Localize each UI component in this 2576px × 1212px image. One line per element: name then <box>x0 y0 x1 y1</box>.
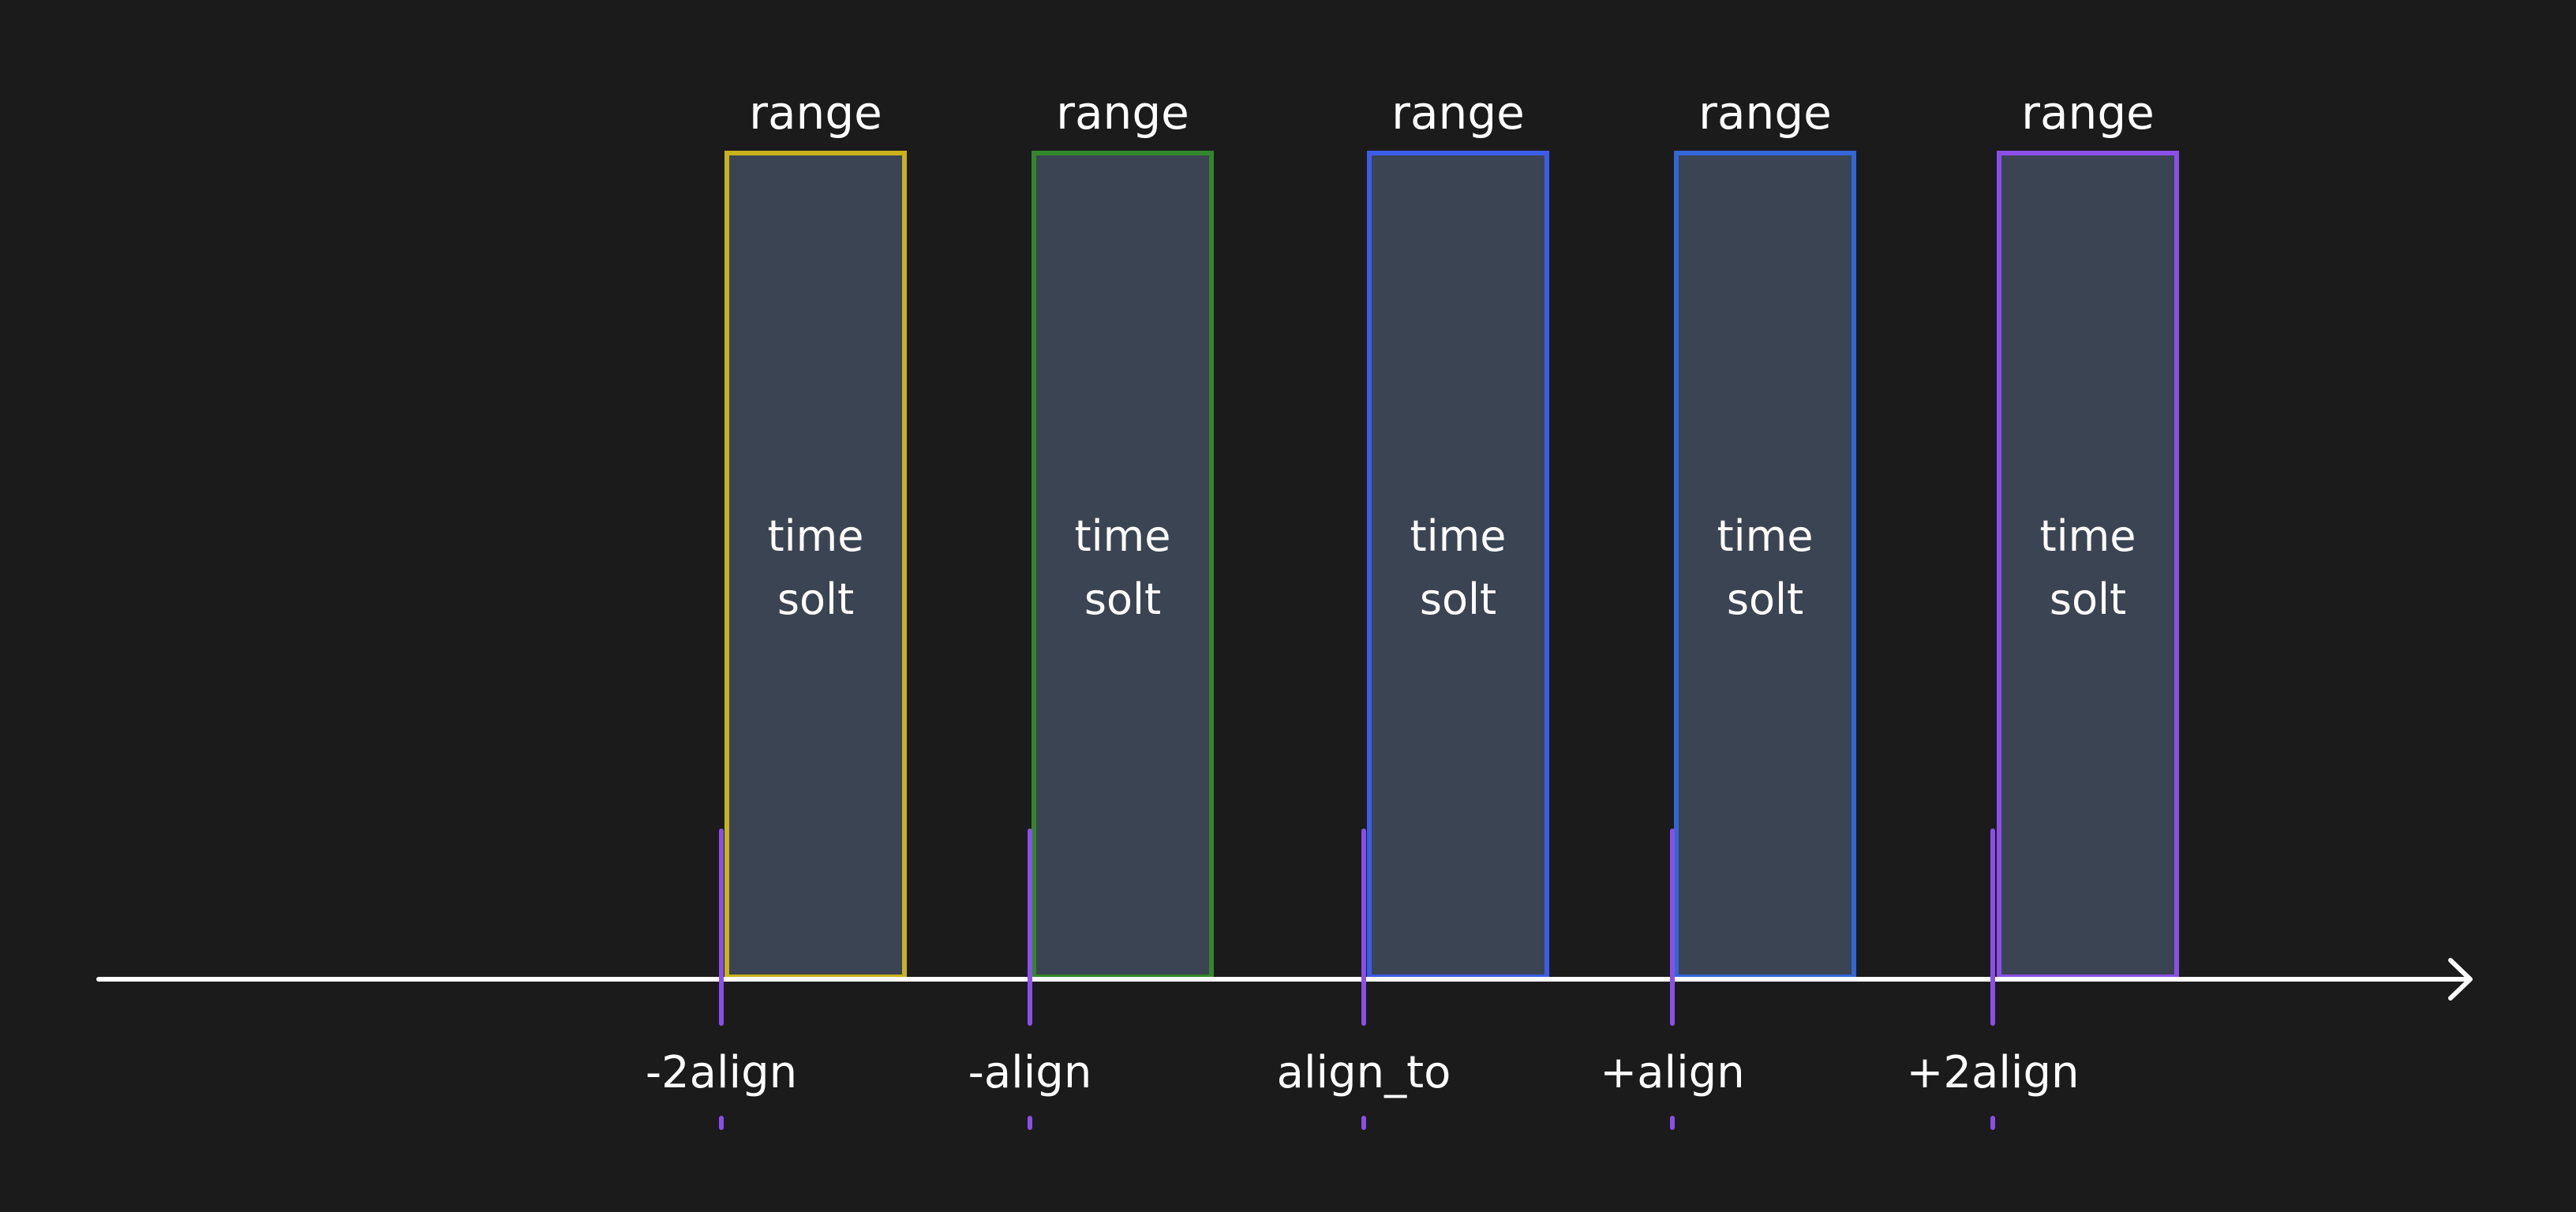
axis-arrowhead-icon <box>2448 958 2473 1001</box>
time-slot-label: time <box>1074 511 1170 561</box>
align-label: +2align <box>1906 1047 2079 1098</box>
time-slot-label: solt <box>777 574 854 624</box>
ticks-group: -2align -align align_to +align +2align <box>646 829 2080 1130</box>
time-slot-label: solt <box>1727 574 1803 624</box>
time-slot-box <box>1032 151 1214 979</box>
range-label: range <box>1056 86 1189 140</box>
align-label: +align <box>1600 1047 1744 1098</box>
time-slot-label: solt <box>2050 574 2126 624</box>
time-slot-label: solt <box>1084 574 1161 624</box>
align-label: -align <box>968 1047 1092 1098</box>
range-label: range <box>1698 86 1832 140</box>
time-slot-box <box>724 151 907 979</box>
time-slot-label: solt <box>1420 574 1496 624</box>
time-slot-label: time <box>2039 511 2136 561</box>
range-label: range <box>749 86 882 140</box>
time-slot-label: time <box>1410 511 1506 561</box>
range-label: range <box>1391 86 1525 140</box>
time-slot-box <box>1367 151 1549 979</box>
time-slot-label: time <box>767 511 863 561</box>
slots-group: range time solt range time solt range time solt r… <box>724 86 2179 979</box>
time-slot-label: time <box>1717 511 1813 561</box>
time-slot-box <box>1674 151 1856 979</box>
align-label: align_to <box>1277 1047 1451 1098</box>
time-slot-box <box>1997 151 2179 979</box>
range-label: range <box>2021 86 2155 140</box>
align-label: -2align <box>646 1047 797 1098</box>
